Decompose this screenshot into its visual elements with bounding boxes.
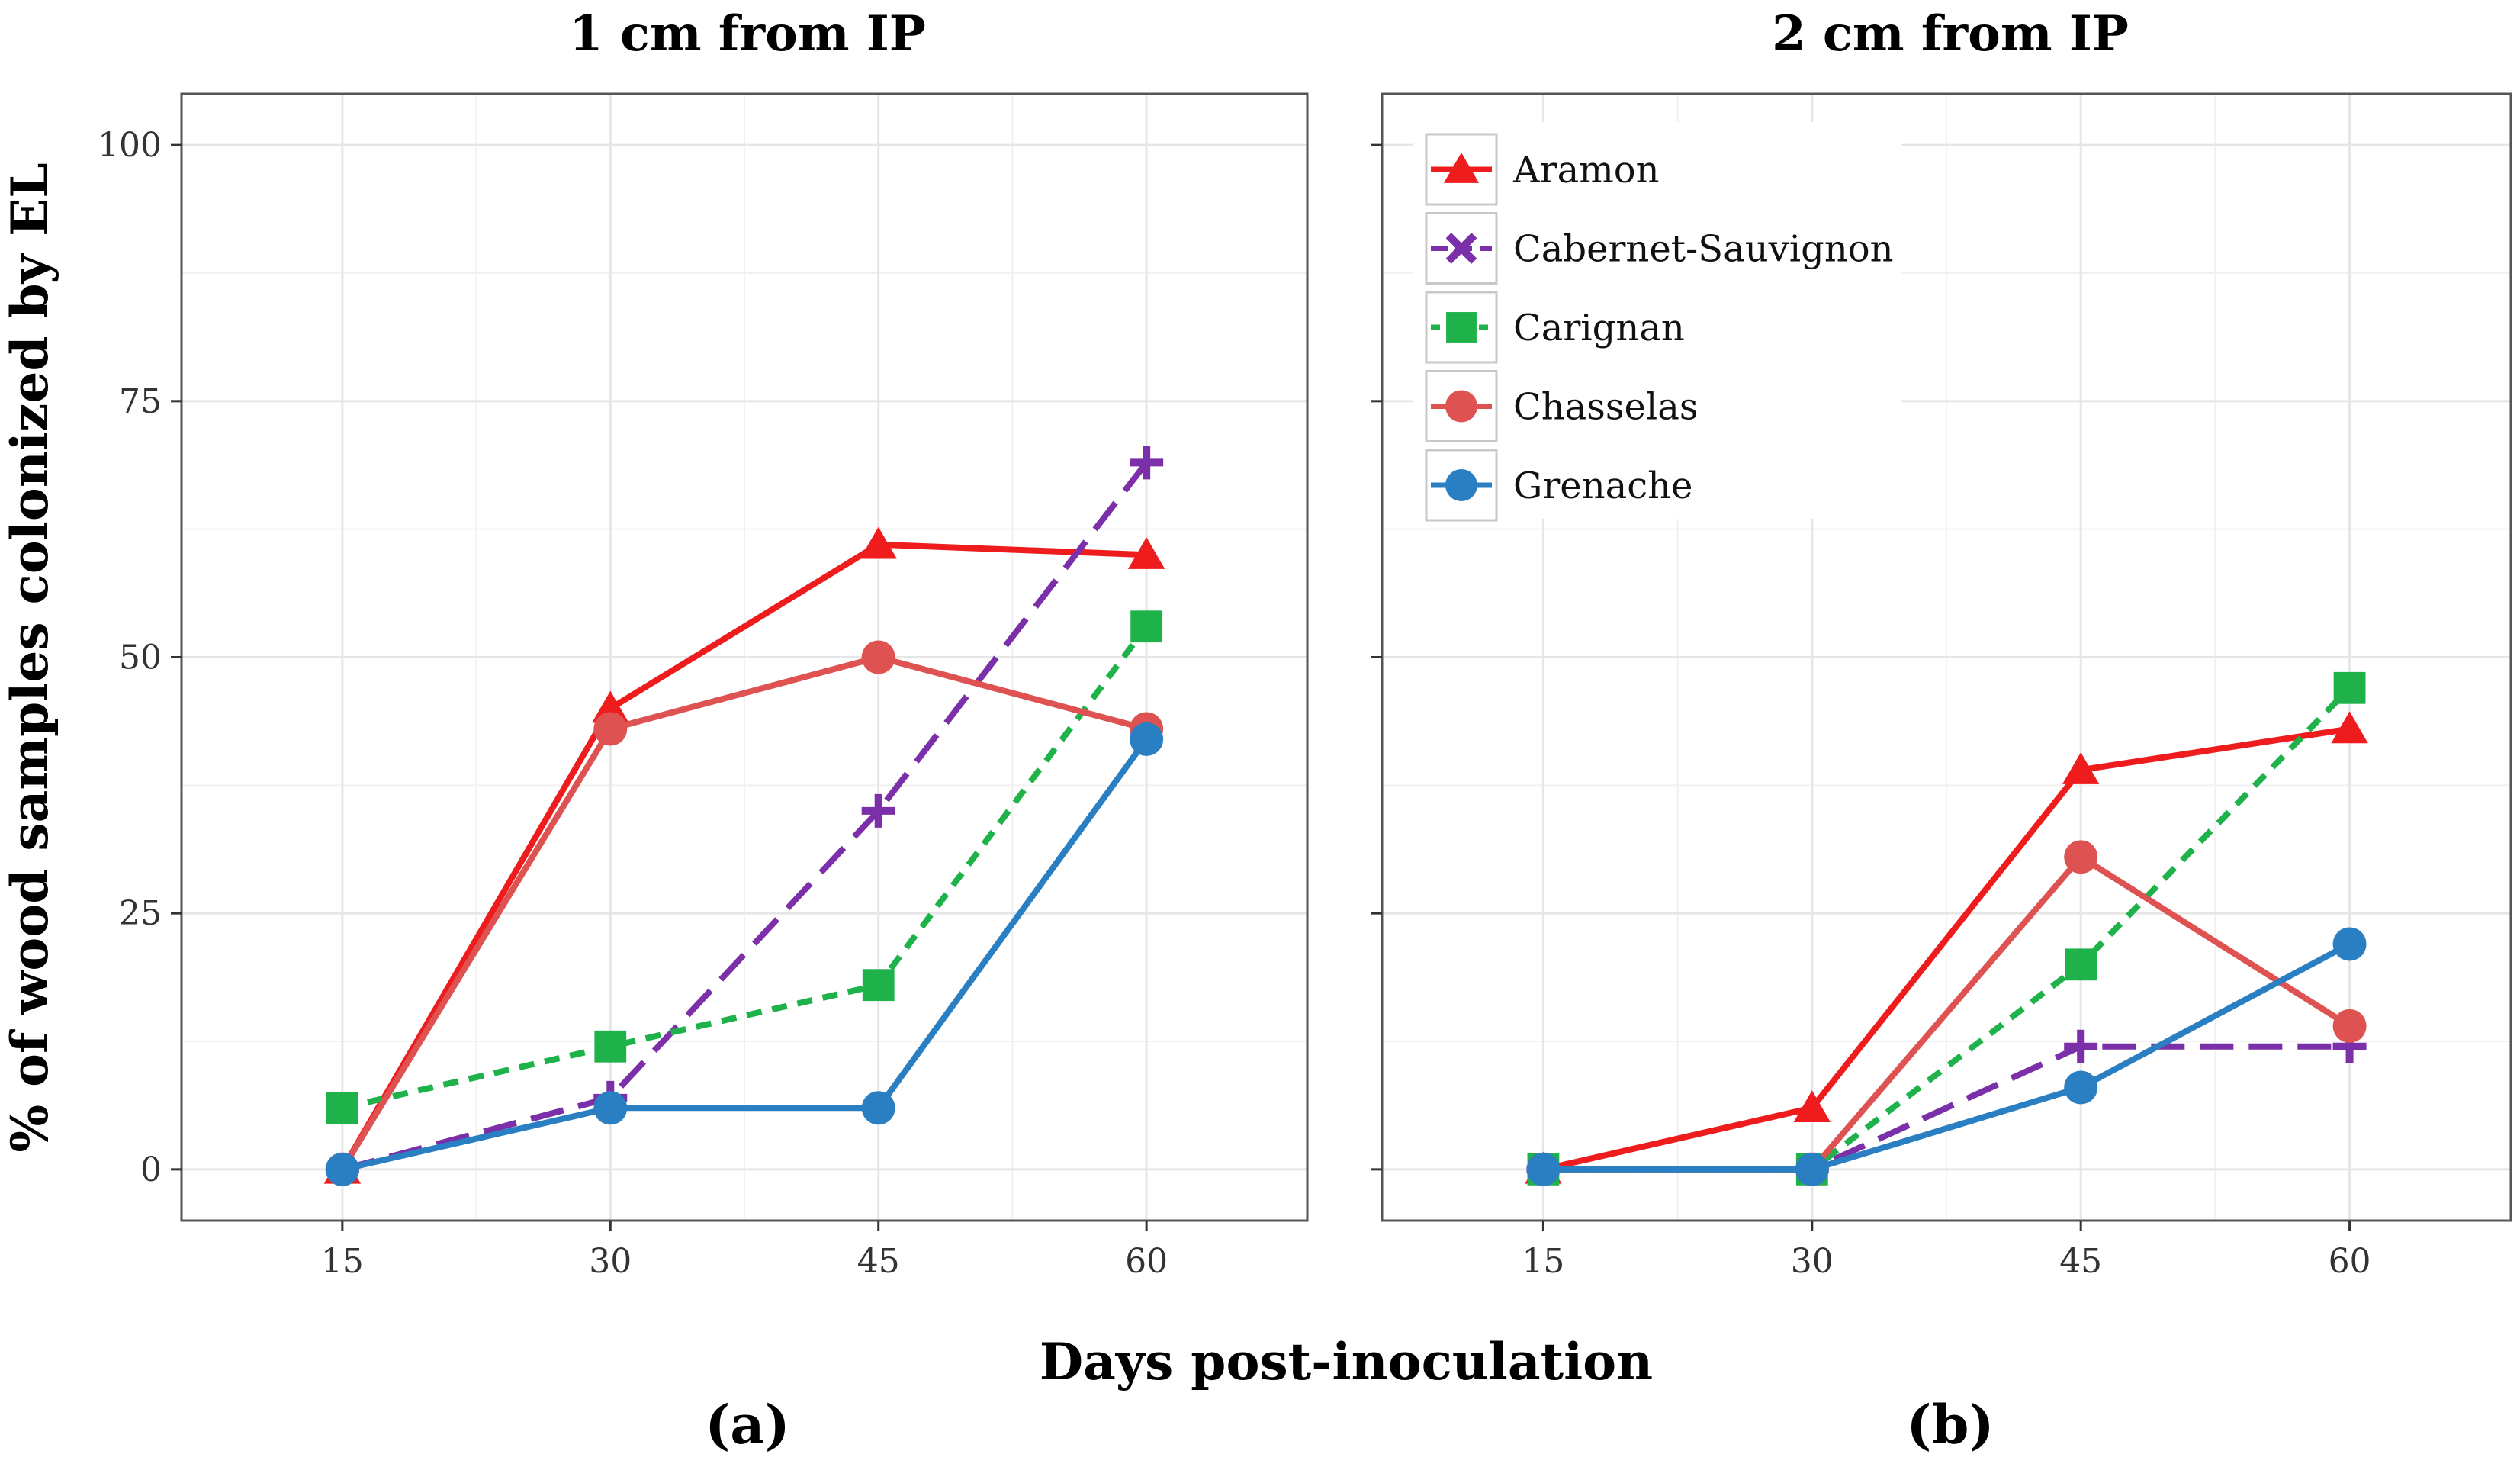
panel-b-y-ticks	[1371, 143, 1382, 1171]
legend-entry: Grenache	[1425, 449, 1692, 522]
series-line	[341, 624, 1149, 1112]
data-point	[861, 1091, 895, 1125]
data-point	[2333, 671, 2366, 704]
y-axis-title: % of wood samples colonized by EL	[0, 162, 59, 1152]
panel-a: 1 cm from IP 0 25 50 75 100 15 30 45 60 (a)	[98, 5, 1309, 1456]
y-tick-label: 75	[119, 382, 162, 421]
x-axis-title: Days post-inoculation	[1040, 1332, 1653, 1392]
data-point	[2064, 840, 2098, 874]
series-line	[339, 654, 1148, 1171]
data-point	[1526, 1152, 1561, 1186]
series-grenache	[1526, 927, 2367, 1186]
x-tick-label: 60	[2329, 1242, 2371, 1281]
legend-entry: Cabernet-Sauvignon	[1425, 212, 1894, 285]
y-tick-label: 50	[119, 639, 162, 677]
data-point	[2332, 927, 2367, 961]
data-point	[860, 526, 897, 559]
legend-marker	[1445, 390, 1477, 423]
panel-b-title: 2 cm from IP	[1772, 5, 2129, 63]
y-tick-label: 25	[119, 894, 162, 933]
data-point	[2062, 752, 2100, 784]
legend-entries: Aramon Cabernet-Sauvignon Carignan Chassela…	[1425, 133, 1894, 522]
legend-marker	[1446, 312, 1477, 343]
legend-label: Chasselas	[1513, 386, 1699, 429]
x-tick-label: 15	[321, 1242, 364, 1281]
data-point	[1130, 446, 1164, 480]
legend-entry: Chasselas	[1425, 370, 1699, 442]
legend-label: Aramon	[1512, 149, 1660, 191]
x-tick-label: 30	[1791, 1242, 1834, 1281]
x-tick-label: 45	[2059, 1242, 2102, 1281]
data-point	[2332, 1009, 2367, 1043]
series-line	[1543, 941, 2351, 1173]
data-point	[2331, 711, 2368, 744]
panel-b-series	[1525, 671, 2368, 1186]
data-point	[861, 640, 895, 674]
legend-entry: Aramon	[1425, 133, 1660, 206]
data-point	[2064, 1029, 2098, 1063]
legend: Aramon Cabernet-Sauvignon Carignan Chassela…	[1413, 122, 1901, 522]
panel-a-title: 1 cm from IP	[569, 5, 926, 63]
legend-marker	[1443, 152, 1480, 183]
series-carignan	[326, 610, 1163, 1124]
legend-entry: Carignan	[1425, 291, 1685, 364]
series-line	[1542, 726, 2351, 1173]
data-point	[592, 690, 629, 723]
y-tick-label: 0	[140, 1150, 162, 1189]
x-tick-label: 45	[857, 1242, 900, 1281]
series-grenache	[325, 722, 1164, 1186]
series-line	[339, 541, 1147, 1171]
series-line	[341, 460, 1149, 1173]
series-line	[341, 737, 1149, 1173]
data-point	[2064, 1070, 2098, 1105]
series-line	[1543, 1043, 2350, 1173]
data-point	[1795, 1152, 1829, 1186]
data-point	[325, 1152, 359, 1186]
legend-marker	[1445, 233, 1477, 264]
data-point	[1793, 1090, 1831, 1122]
panel-b: 2 cm from IP 15 30 45 60 (b)	[1371, 5, 2512, 1456]
legend-label: Grenache	[1513, 465, 1692, 507]
data-point	[862, 969, 895, 1002]
x-tick-label: 30	[589, 1242, 632, 1281]
panel-b-label: (b)	[1906, 1393, 1994, 1456]
x-tick-label: 15	[1522, 1242, 1564, 1281]
panel-a-y-ticks: 0 25 50 75 100	[98, 126, 182, 1189]
data-point	[1130, 610, 1163, 643]
panel-b-x-ticks: 15 30 45 60	[1522, 1221, 2371, 1281]
data-point	[1130, 722, 1164, 756]
panel-a-label: (a)	[705, 1393, 790, 1456]
data-point	[593, 1091, 628, 1125]
data-point	[594, 1030, 627, 1063]
legend-marker	[1445, 469, 1477, 501]
legend-label: Cabernet-Sauvignon	[1513, 228, 1894, 271]
data-point	[861, 793, 895, 828]
data-point	[326, 1092, 358, 1124]
data-point	[593, 712, 628, 746]
panel-a-series	[323, 446, 1165, 1186]
data-point	[1127, 537, 1165, 569]
panel-a-x-ticks: 15 30 45 60	[321, 1221, 1168, 1281]
legend-label: Carignan	[1513, 307, 1685, 349]
y-tick-label: 100	[98, 126, 162, 165]
data-point	[2065, 948, 2097, 981]
x-tick-label: 60	[1125, 1242, 1168, 1281]
